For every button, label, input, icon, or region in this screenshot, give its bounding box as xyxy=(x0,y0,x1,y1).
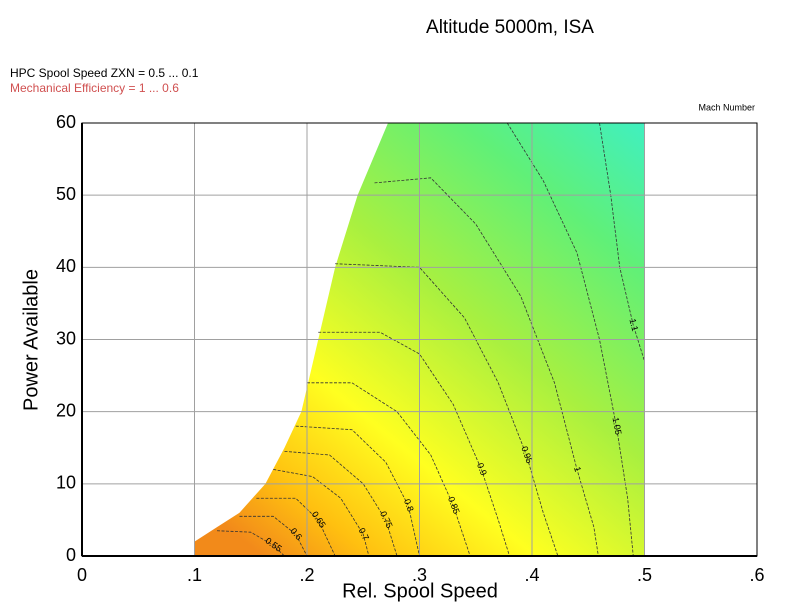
y-tick-label: 30 xyxy=(56,328,76,348)
contour-label: 1 xyxy=(572,466,583,473)
x-tick-label: 0 xyxy=(77,565,87,585)
contour-label: 0.7 xyxy=(357,526,371,542)
x-tick-label: .6 xyxy=(749,565,764,585)
contour-label: 0.9 xyxy=(475,462,489,477)
contour-line xyxy=(216,530,285,557)
x-tick-label: .3 xyxy=(412,565,427,585)
contour-label: 0.8 xyxy=(402,498,416,513)
y-axis-label: Power Available xyxy=(20,269,42,411)
annotation: HPC Spool Speed ZXN = 0.5 ... 0.1 xyxy=(10,66,199,80)
y-tick-label: 60 xyxy=(56,112,76,132)
contour-line xyxy=(318,331,510,557)
contour-line xyxy=(506,122,634,557)
contour-line xyxy=(239,515,308,557)
colorbar-label: Mach Number xyxy=(698,102,755,112)
y-tick-label: 40 xyxy=(56,256,76,276)
contour-line xyxy=(307,382,471,557)
contour-line xyxy=(295,425,420,557)
x-tick-label: .1 xyxy=(187,565,202,585)
x-axis-label: Rel. Spool Speed xyxy=(342,580,498,602)
y-tick-label: 20 xyxy=(56,400,76,420)
contour-label: 1.1 xyxy=(627,318,640,333)
y-tick-label: 0 xyxy=(66,545,76,565)
contour-line xyxy=(284,450,398,557)
contour-line xyxy=(335,263,559,557)
contour-label: 1.05 xyxy=(611,416,624,435)
annotation: Mechanical Efficiency = 1 ... 0.6 xyxy=(10,81,179,95)
y-tick-label: 10 xyxy=(56,473,76,493)
chart-title: Altitude 5000m, ISA xyxy=(426,17,594,38)
y-tick-label: 50 xyxy=(56,184,76,204)
x-tick-label: .2 xyxy=(299,565,314,585)
x-tick-label: .4 xyxy=(524,565,539,585)
x-tick-label: .5 xyxy=(637,565,652,585)
